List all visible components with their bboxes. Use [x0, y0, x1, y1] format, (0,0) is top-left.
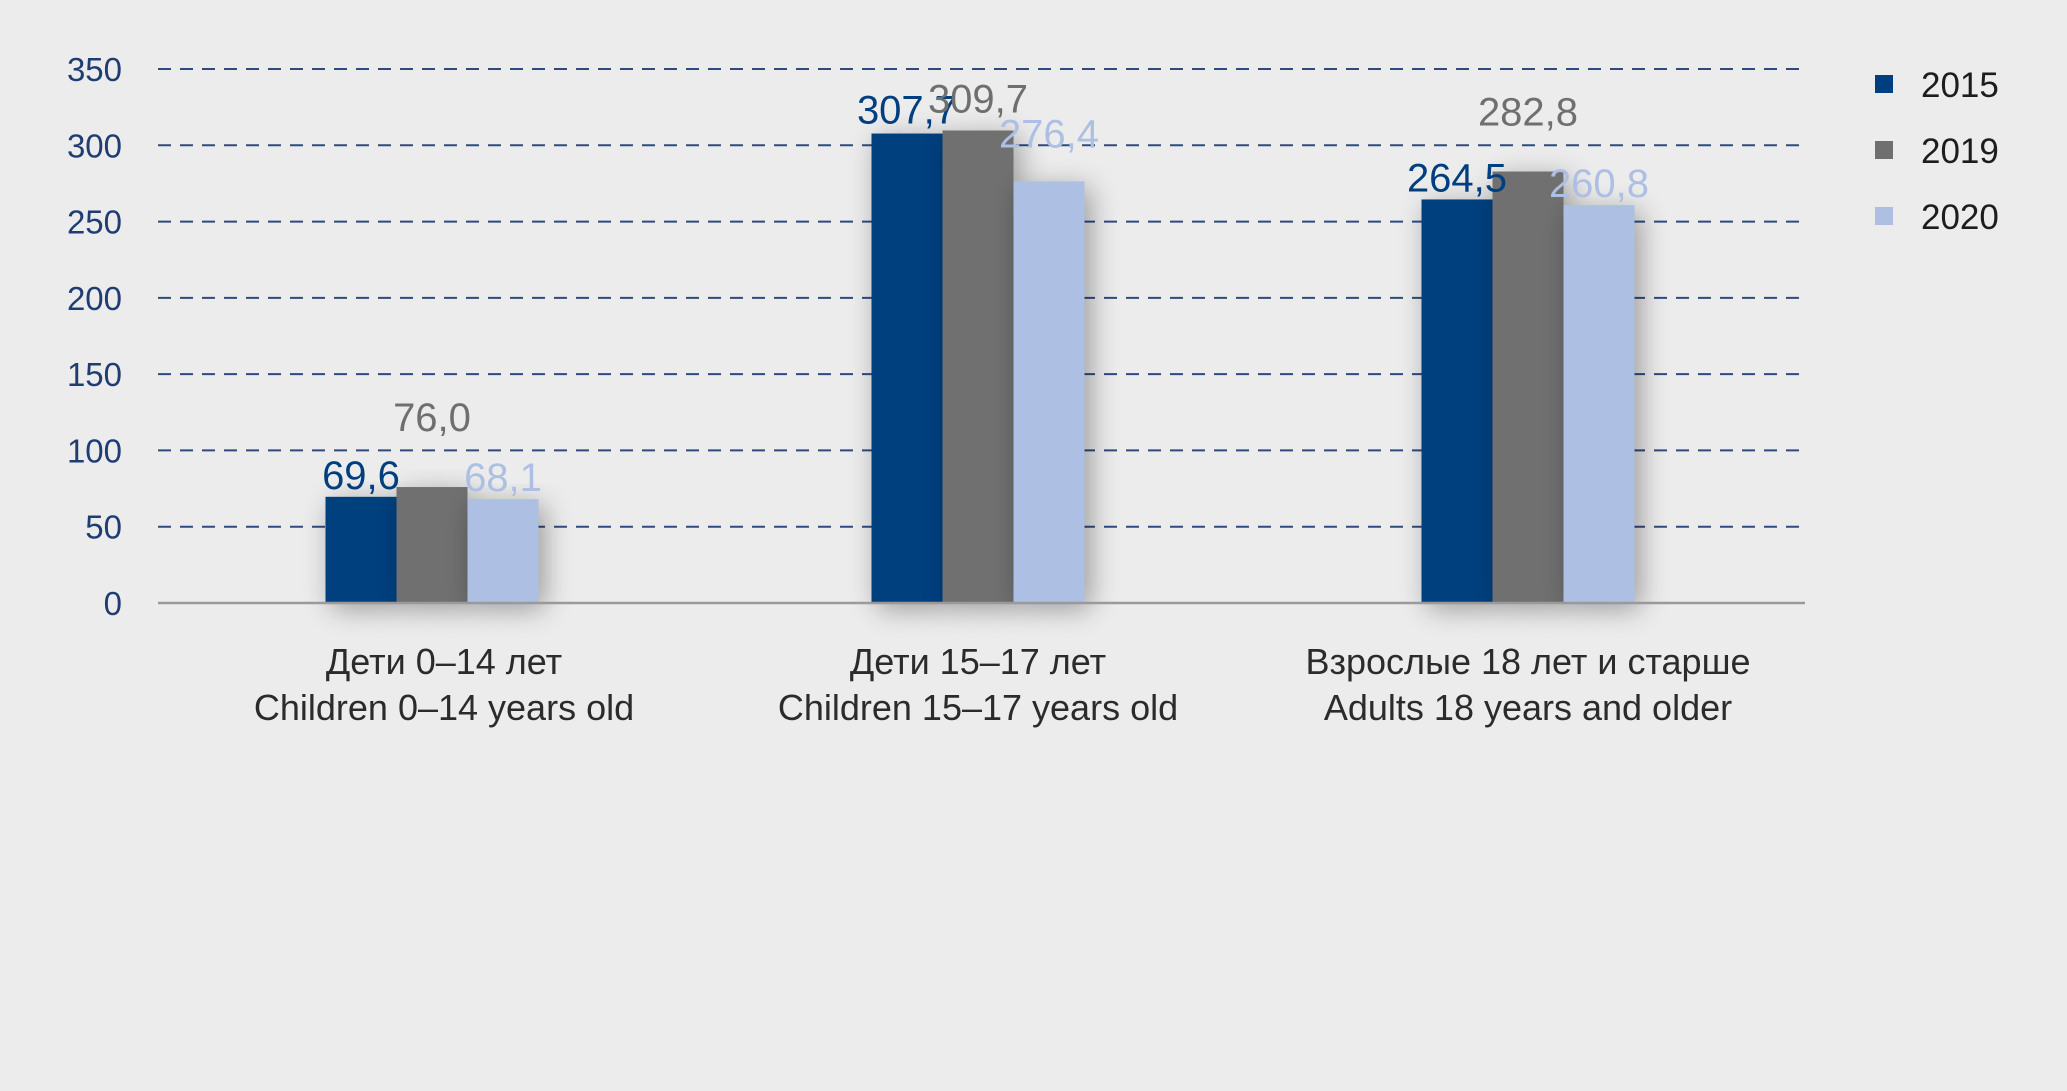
category-label: Дети 0–14 лет: [326, 641, 562, 682]
legend-label: 2015: [1921, 66, 1999, 105]
legend-label: 2020: [1921, 198, 1999, 237]
bar: [1492, 171, 1564, 603]
category-label: Adults 18 years and older: [1324, 687, 1732, 728]
category-label: Children 15–17 years old: [778, 687, 1178, 728]
bar: [396, 487, 468, 603]
legend-swatch: [1875, 207, 1893, 225]
data-label: 282,8: [1478, 91, 1578, 135]
bar: [1013, 181, 1085, 603]
bar: [467, 499, 539, 603]
data-label: 309,7: [928, 77, 1028, 121]
y-tick-label: 150: [67, 356, 122, 393]
data-label: 260,8: [1549, 162, 1649, 206]
y-tick-label: 350: [67, 51, 122, 88]
data-label: 68,1: [464, 456, 542, 500]
legend-swatch: [1875, 141, 1893, 159]
y-axis-ticks: 0 50 100 150 200 250 300 350: [67, 51, 122, 622]
category-label: Дети 15–17 лет: [850, 641, 1106, 682]
bar: [1421, 199, 1493, 603]
bar: [871, 133, 943, 603]
data-label: 69,6: [322, 454, 400, 498]
legend-label: 2019: [1921, 132, 1999, 171]
legend: 2015 2019 2020: [1875, 66, 1999, 237]
y-tick-label: 200: [67, 280, 122, 317]
legend-swatch: [1875, 75, 1893, 93]
bar: [325, 496, 397, 603]
y-tick-label: 100: [67, 432, 122, 469]
bar: [1563, 205, 1635, 603]
y-tick-label: 0: [104, 585, 122, 622]
category-label: Children 0–14 years old: [254, 687, 634, 728]
category-labels: Дети 0–14 лет Children 0–14 years old Дети…: [254, 641, 1751, 728]
y-tick-label: 300: [67, 127, 122, 164]
category-label: Взрослые 18 лет и старше: [1306, 641, 1751, 682]
bar: [942, 130, 1014, 604]
bars: [325, 130, 1635, 604]
data-label: 276,4: [999, 112, 1099, 156]
data-label: 307,7: [857, 89, 957, 133]
y-tick-label: 250: [67, 204, 122, 241]
data-label: 264,5: [1407, 156, 1507, 200]
data-label: 76,0: [393, 396, 471, 440]
y-tick-label: 50: [85, 509, 122, 546]
